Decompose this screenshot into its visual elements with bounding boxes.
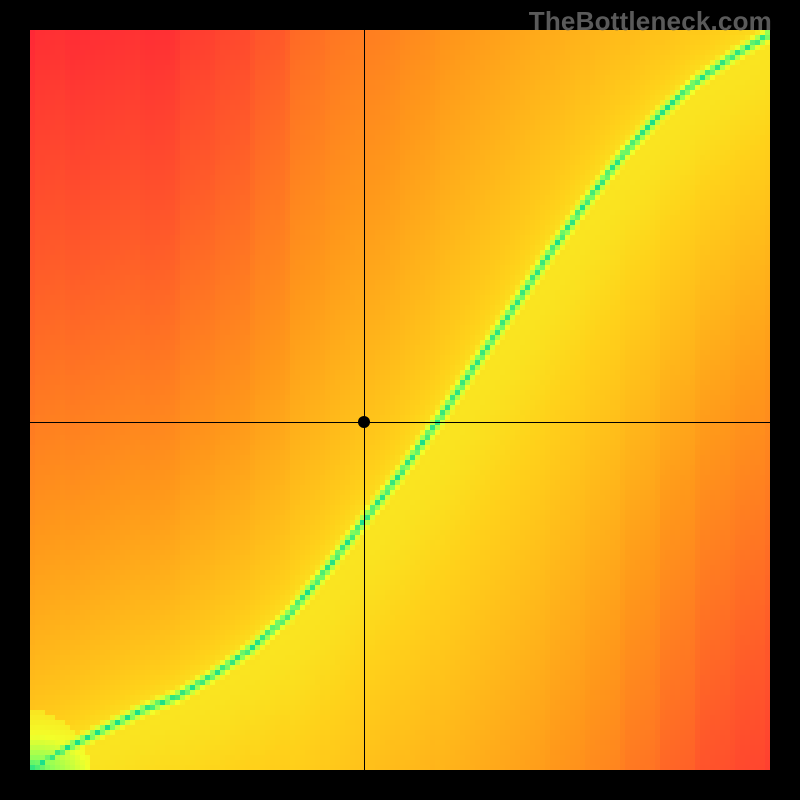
selection-marker: [358, 416, 370, 428]
crosshair-vertical: [364, 30, 365, 770]
crosshair-horizontal: [30, 422, 770, 423]
chart-frame: { "watermark": { "text": "TheBottleneck.…: [0, 0, 800, 800]
watermark-text: TheBottleneck.com: [529, 6, 772, 37]
bottleneck-heatmap: [30, 30, 770, 770]
